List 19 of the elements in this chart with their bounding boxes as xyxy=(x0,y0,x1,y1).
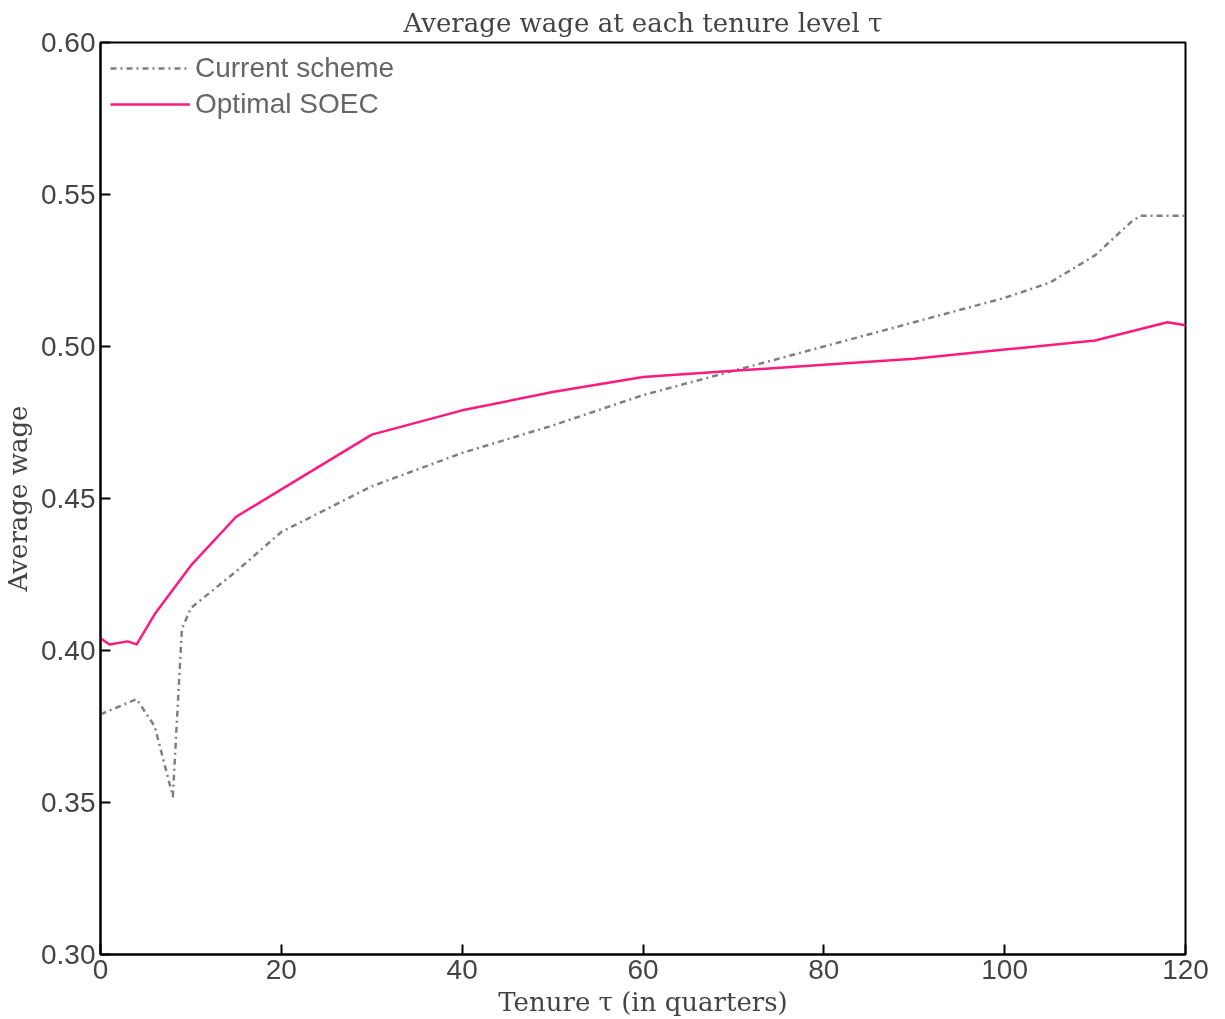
legend-label: Current scheme xyxy=(195,52,395,84)
line-series xyxy=(100,214,1186,798)
legend-label: Optimal SOEC xyxy=(195,88,379,120)
y-tick-label: 0.50 xyxy=(41,331,96,362)
chart-title: Average wage at each tenure level τ xyxy=(402,7,883,38)
x-tick-label: 100 xyxy=(981,953,1029,985)
y-tick-label: 0.45 xyxy=(41,483,96,514)
x-tick-label: 40 xyxy=(446,953,478,985)
y-axis-title: Average wage xyxy=(3,405,33,593)
x-tick-label: 80 xyxy=(808,953,840,985)
x-tick-label: 120 xyxy=(1162,953,1209,985)
x-tick-label: 60 xyxy=(627,953,659,985)
y-tick-label: 0.40 xyxy=(41,635,96,666)
x-axis-title: Tenure τ (in quarters) xyxy=(498,986,788,1017)
x-tick-label: 20 xyxy=(265,953,297,985)
y-tick-label: 0.60 xyxy=(41,27,96,58)
line-series xyxy=(100,320,1186,646)
y-tick-label: 0.55 xyxy=(41,179,96,210)
y-tick-label: 0.35 xyxy=(41,787,96,818)
